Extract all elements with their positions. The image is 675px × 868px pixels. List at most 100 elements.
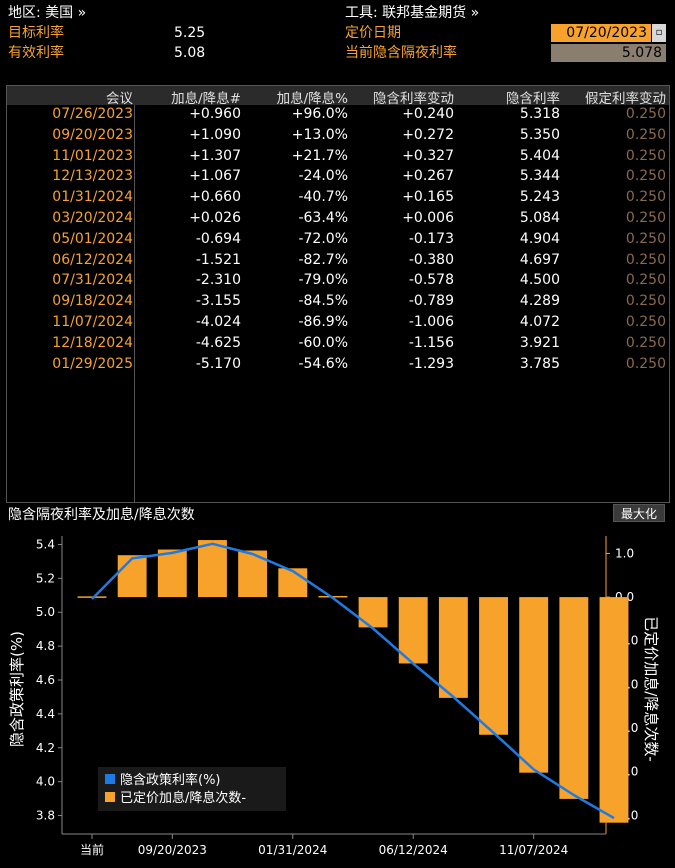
cell-hikes-pct: -60.0% xyxy=(298,334,348,351)
cell-assumed-change: 0.250 xyxy=(625,272,666,289)
cell-rate-change: +0.272 xyxy=(402,126,454,143)
cell-hikes-pct: -82.7% xyxy=(298,251,348,268)
col-header-implied-rate[interactable]: 隐含利率 xyxy=(506,91,560,107)
table-row[interactable]: 05/01/2024 -0.694 -72.0% -0.173 4.904 0.250 xyxy=(7,231,669,252)
table-row[interactable]: 07/31/2024 -2.310 -79.0% -0.578 4.500 0.250 xyxy=(7,272,669,293)
cell-assumed-change: 0.250 xyxy=(625,189,666,206)
table-header: 会议 加息/降息# 加息/降息% 隐含利率变动 隐含利率 假定利率变动 xyxy=(7,86,669,107)
cell-hikes-pct: -63.4% xyxy=(298,210,348,226)
table-row[interactable]: 11/07/2024 -4.024 -86.9% -1.006 4.072 0.250 xyxy=(7,314,669,335)
cell-hikes-pct: -84.5% xyxy=(298,293,348,310)
cell-implied-rate: 5.404 xyxy=(519,147,560,164)
cell-implied-rate: 4.500 xyxy=(519,272,560,289)
implied-overnight-value: 5.078 xyxy=(551,44,666,62)
x-tick-label: 06/12/2024 xyxy=(379,843,448,857)
cell-assumed-change: 0.250 xyxy=(625,251,666,268)
col-header-assumed-change[interactable]: 假定利率变动 xyxy=(585,91,666,107)
cell-implied-rate: 5.350 xyxy=(519,126,560,143)
cell-meeting-date: 11/07/2024 xyxy=(52,314,133,330)
cell-rate-change: -0.173 xyxy=(408,230,454,247)
legend-label-line: 隐含政策利率(%) xyxy=(120,772,221,788)
cell-meeting-date: 12/18/2024 xyxy=(52,334,133,351)
implied-rate-line xyxy=(91,542,615,820)
cell-implied-rate: 5.344 xyxy=(519,168,560,185)
table-row[interactable]: 06/12/2024 -1.521 -82.7% -0.380 4.697 0.250 xyxy=(7,252,669,273)
cell-hikes-count: +1.307 xyxy=(189,147,241,164)
cell-assumed-change: 0.250 xyxy=(625,334,666,351)
cell-implied-rate: 3.921 xyxy=(519,334,560,351)
table-row[interactable]: 12/18/2024 -4.625 -60.0% -1.156 3.921 0.250 xyxy=(7,335,669,356)
cell-implied-rate: 4.904 xyxy=(519,230,560,247)
meetings-table: 会议 加息/降息# 加息/降息% 隐含利率变动 隐含利率 假定利率变动 07/2… xyxy=(6,85,670,503)
bar xyxy=(479,597,508,735)
table-row[interactable]: 09/18/2024 -3.155 -84.5% -0.789 4.289 0.250 xyxy=(7,293,669,314)
cell-implied-rate: 4.289 xyxy=(519,293,560,310)
cell-meeting-date: 11/01/2023 xyxy=(52,147,133,164)
y-tick-label-left: 5.2 xyxy=(36,571,55,585)
maximize-button[interactable]: 最大化 xyxy=(613,504,665,522)
bar xyxy=(438,597,468,698)
cell-hikes-pct: -54.6% xyxy=(298,355,348,372)
bar xyxy=(358,597,388,628)
cell-meeting-date: 09/18/2024 xyxy=(52,293,133,310)
cell-rate-change: +0.006 xyxy=(402,210,454,226)
cell-hikes-count: +0.960 xyxy=(189,106,241,122)
cell-assumed-change: 0.250 xyxy=(625,293,666,310)
instrument-selector[interactable]: 工具: 联邦基金期货 » xyxy=(345,5,480,21)
cell-meeting-date: 06/12/2024 xyxy=(52,251,133,268)
table-row[interactable]: 11/01/2023 +1.307 +21.7% +0.327 5.404 0.250 xyxy=(7,148,669,169)
cell-rate-change: +0.267 xyxy=(402,168,454,185)
cell-assumed-change: 0.250 xyxy=(625,230,666,247)
cell-assumed-change: 0.250 xyxy=(625,210,666,226)
col-header-hikes-count[interactable]: 加息/降息# xyxy=(171,91,241,107)
rate-chart: 3.84.04.24.44.64.85.05.25.4 -5.0-4.0-3.0… xyxy=(8,536,660,857)
cell-hikes-count: +0.660 xyxy=(189,189,241,206)
table-row[interactable]: 09/20/2023 +1.090 +13.0% +0.272 5.350 0.250 xyxy=(7,127,669,148)
table-row[interactable]: 01/29/2025 -5.170 -54.6% -1.293 3.785 0.250 xyxy=(7,356,669,377)
legend-box xyxy=(98,767,286,811)
region-selector[interactable]: 地区: 美国 » xyxy=(8,5,87,21)
calendar-icon[interactable]: ▫ xyxy=(652,24,666,42)
cell-hikes-count: -1.521 xyxy=(195,251,241,268)
y-tick-label-left: 3.8 xyxy=(36,809,55,823)
cell-rate-change: -1.156 xyxy=(408,334,454,351)
cell-meeting-date: 09/20/2023 xyxy=(52,126,133,143)
cell-meeting-date: 12/13/2023 xyxy=(52,168,133,185)
cell-rate-change: +0.165 xyxy=(402,189,454,206)
cell-assumed-change: 0.250 xyxy=(625,126,666,143)
y-tick-label-left: 5.0 xyxy=(36,605,55,619)
col-header-meeting[interactable]: 会议 xyxy=(106,91,133,107)
table-row[interactable]: 03/20/2024 +0.026 -63.4% +0.006 5.084 0.250 xyxy=(7,210,669,231)
cell-implied-rate: 5.243 xyxy=(519,189,560,206)
cell-implied-rate: 5.318 xyxy=(519,106,560,122)
table-row[interactable]: 07/26/2023 +0.960 +96.0% +0.240 5.318 0.250 xyxy=(7,106,669,127)
col-header-hikes-pct[interactable]: 加息/降息% xyxy=(276,91,348,107)
cell-hikes-pct: -24.0% xyxy=(298,168,348,185)
table-row[interactable]: 12/13/2023 +1.067 -24.0% +0.267 5.344 0.250 xyxy=(7,168,669,189)
y-tick-label-left: 4.2 xyxy=(36,741,55,755)
cell-hikes-pct: -40.7% xyxy=(298,189,348,206)
legend-label-bar: 已定价加息/降息次数- xyxy=(120,790,246,806)
col-header-rate-change[interactable]: 隐含利率变动 xyxy=(373,91,454,107)
cell-hikes-pct: +13.0% xyxy=(291,126,348,143)
cell-meeting-date: 05/01/2024 xyxy=(52,230,133,247)
cell-rate-change: -1.006 xyxy=(408,314,454,330)
chart-title: 隐含隔夜利率及加息/降息次数 xyxy=(8,507,195,523)
cell-meeting-date: 07/31/2024 xyxy=(52,272,133,289)
cell-hikes-count: -0.694 xyxy=(195,230,241,247)
pricing-date-input[interactable]: 07/20/2023 xyxy=(551,24,651,42)
cell-assumed-change: 0.250 xyxy=(625,168,666,185)
cell-hikes-count: +0.026 xyxy=(189,210,241,226)
bar xyxy=(117,555,147,598)
y-axis-label-left: 隐含政策利率(%) xyxy=(8,631,26,747)
effective-rate-value: 5.08 xyxy=(174,45,206,61)
cell-implied-rate: 5.084 xyxy=(519,210,560,226)
cell-rate-change: +0.240 xyxy=(402,106,454,122)
cell-meeting-date: 01/29/2025 xyxy=(52,355,133,372)
cell-hikes-pct: +21.7% xyxy=(291,147,348,164)
cell-rate-change: -0.789 xyxy=(408,293,454,310)
chart-area: 3.84.04.24.44.64.85.05.25.4 -5.0-4.0-3.0… xyxy=(6,524,668,864)
x-tick-label: 当前 xyxy=(80,842,104,857)
y-axis-label-right: 已定价加息/降息次数- xyxy=(642,616,660,761)
table-row[interactable]: 01/31/2024 +0.660 -40.7% +0.165 5.243 0.250 xyxy=(7,189,669,210)
